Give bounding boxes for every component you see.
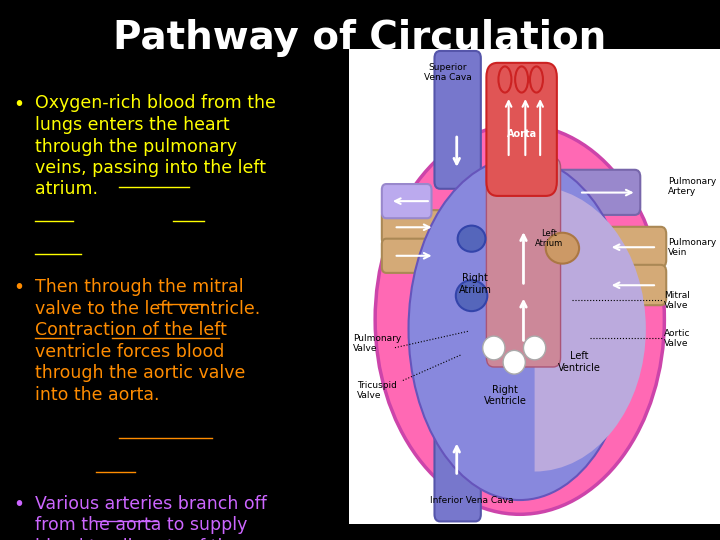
FancyBboxPatch shape [548,170,640,215]
Ellipse shape [498,66,511,92]
FancyBboxPatch shape [595,227,666,267]
Text: Right
Atrium: Right Atrium [459,273,492,295]
FancyBboxPatch shape [382,184,431,218]
Text: Pulmonary
Vein: Pulmonary Vein [668,238,716,257]
Text: Pulmonary
Artery: Pulmonary Artery [668,177,716,196]
Ellipse shape [408,158,631,500]
Ellipse shape [546,233,579,264]
Ellipse shape [458,226,485,252]
Text: Tricuspid
Valve: Tricuspid Valve [356,381,397,401]
FancyBboxPatch shape [487,63,557,196]
Text: Right
Ventricle: Right Ventricle [484,384,526,406]
Text: Aorta: Aorta [507,129,536,139]
Text: Various arteries branch off
from the aorta to supply
blood to all parts of the
b: Various arteries branch off from the aor… [35,495,266,540]
Text: Then through the mitral
valve to the left ventricle.
Contraction of the left
ven: Then through the mitral valve to the lef… [35,279,260,404]
FancyBboxPatch shape [487,158,561,367]
Text: Left
Ventricle: Left Ventricle [558,352,600,373]
Text: Oxygen-rich blood from the
lungs enters the heart
through the pulmonary
veins, p: Oxygen-rich blood from the lungs enters … [35,94,276,199]
Ellipse shape [515,66,528,92]
Text: Pathway of Circulation: Pathway of Circulation [113,19,607,57]
Wedge shape [534,186,646,471]
FancyBboxPatch shape [595,265,666,305]
Text: Mitral
Valve: Mitral Valve [665,291,690,310]
Ellipse shape [456,280,487,311]
Text: •: • [13,279,24,298]
Text: Pulmonary
Valve: Pulmonary Valve [353,334,401,353]
Ellipse shape [482,336,505,360]
Ellipse shape [375,125,665,514]
FancyBboxPatch shape [434,412,481,522]
Ellipse shape [503,350,526,374]
Text: Superior
Vena Cava: Superior Vena Cava [423,63,472,82]
FancyBboxPatch shape [349,49,720,524]
Text: Aortic
Valve: Aortic Valve [665,329,691,348]
FancyBboxPatch shape [434,51,481,189]
Text: Left
Atrium: Left Atrium [535,229,564,248]
Text: •: • [13,94,24,113]
Text: Inferior Vena Cava: Inferior Vena Cava [430,496,513,505]
FancyBboxPatch shape [382,210,443,245]
Ellipse shape [530,66,543,92]
Text: •: • [13,495,24,514]
FancyBboxPatch shape [382,239,443,273]
Ellipse shape [523,336,546,360]
